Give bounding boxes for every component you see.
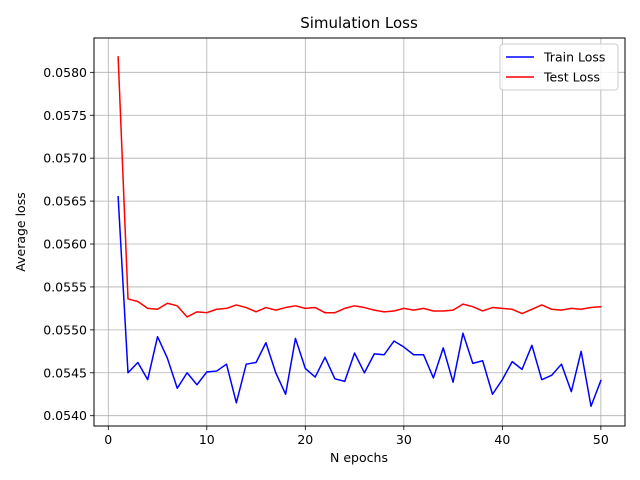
y-tick-label: 0.0565 bbox=[43, 194, 87, 209]
y-tick-label: 0.0570 bbox=[43, 151, 87, 166]
legend-box bbox=[499, 43, 619, 91]
x-axis-label: N epochs bbox=[330, 450, 388, 465]
series-line-train-loss bbox=[117, 196, 602, 408]
y-axis: 0.0540 0.0545 0.0550 0.0555 0.0560 0.0565 0.05… bbox=[43, 65, 94, 423]
y-tick-label: 0.0545 bbox=[43, 365, 87, 380]
chart-title: Simulation Loss bbox=[300, 14, 418, 32]
y-tick-label: 0.0555 bbox=[43, 279, 87, 294]
y-tick-label: 0.0575 bbox=[43, 108, 87, 123]
x-tick-label: 0 bbox=[104, 432, 112, 447]
legend-label: Train Loss bbox=[543, 50, 605, 65]
x-tick-label: 20 bbox=[297, 432, 313, 447]
legend-label: Test Loss bbox=[543, 70, 600, 85]
x-tick-label: 30 bbox=[396, 432, 412, 447]
y-tick-label: 0.0550 bbox=[43, 322, 87, 337]
plot-frame bbox=[93, 37, 626, 427]
grid-lines bbox=[94, 38, 625, 426]
y-axis-label: Average loss bbox=[13, 192, 28, 271]
y-tick-label: 0.0580 bbox=[43, 65, 87, 80]
x-tick-label: 10 bbox=[199, 432, 215, 447]
y-tick-label: 0.0540 bbox=[43, 408, 87, 423]
series-layer bbox=[117, 56, 602, 408]
x-axis: 0 10 20 30 40 50 bbox=[104, 426, 609, 447]
x-tick-label: 40 bbox=[494, 432, 510, 447]
x-tick-label: 50 bbox=[593, 432, 609, 447]
y-tick-label: 0.0560 bbox=[43, 237, 87, 252]
series-line-test-loss bbox=[117, 56, 602, 318]
legend: Train Loss Test Loss bbox=[499, 43, 619, 91]
